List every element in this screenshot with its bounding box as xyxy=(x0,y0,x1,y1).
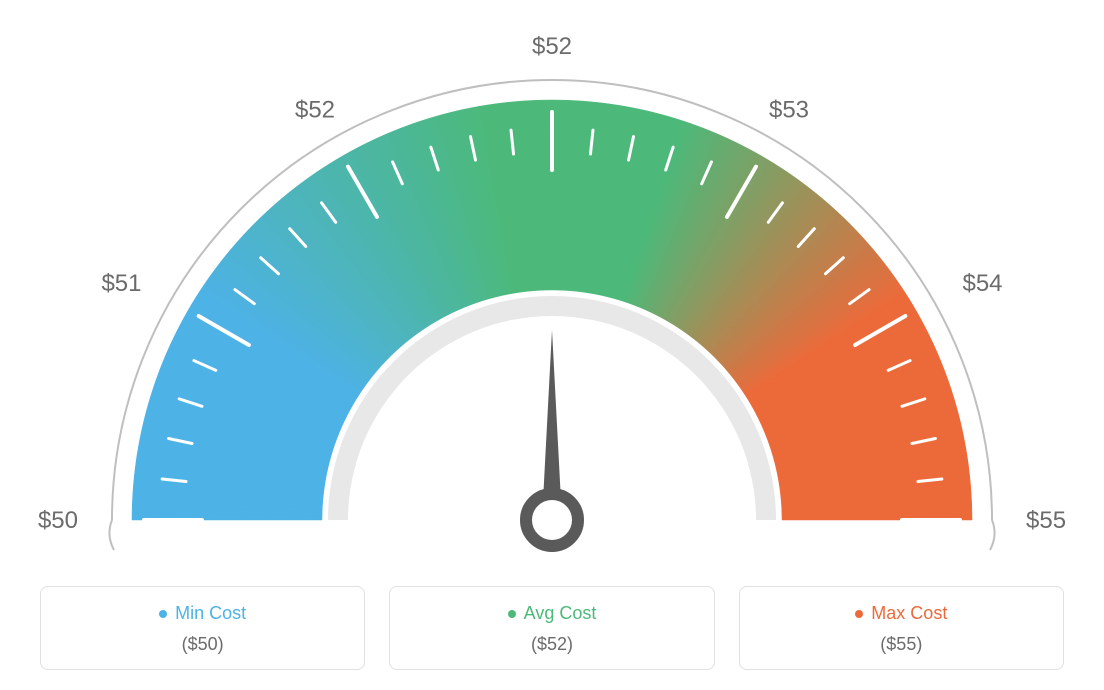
legend-card-avg: Avg Cost ($52) xyxy=(389,586,714,670)
legend-card-min: Min Cost ($50) xyxy=(40,586,365,670)
legend-title-max: Max Cost xyxy=(855,603,947,624)
cost-gauge-chart: $50 $51 $52 $52 $53 $54 $55 Min Cost ($50) Avg… xyxy=(0,0,1104,690)
svg-text:$55: $55 xyxy=(1026,507,1066,534)
legend-value-max: ($55) xyxy=(752,634,1051,655)
legend-title-min: Min Cost xyxy=(159,603,246,624)
legend-label-min: Min Cost xyxy=(175,603,246,624)
svg-text:$51: $51 xyxy=(101,270,141,297)
legend-label-avg: Avg Cost xyxy=(524,603,597,624)
legend-dot-max xyxy=(855,610,863,618)
legend-row: Min Cost ($50) Avg Cost ($52) Max Cost (… xyxy=(40,586,1064,670)
legend-label-max: Max Cost xyxy=(871,603,947,624)
svg-text:$50: $50 xyxy=(38,507,78,534)
svg-text:$53: $53 xyxy=(769,97,809,124)
legend-value-avg: ($52) xyxy=(402,634,701,655)
svg-text:$52: $52 xyxy=(532,33,572,60)
legend-dot-min xyxy=(159,610,167,618)
legend-value-min: ($50) xyxy=(53,634,352,655)
gauge-svg: $50 $51 $52 $52 $53 $54 $55 xyxy=(0,0,1104,570)
legend-dot-avg xyxy=(508,610,516,618)
gauge-area: $50 $51 $52 $52 $53 $54 $55 xyxy=(0,0,1104,570)
svg-text:$52: $52 xyxy=(295,97,335,124)
legend-card-max: Max Cost ($55) xyxy=(739,586,1064,670)
legend-title-avg: Avg Cost xyxy=(508,603,597,624)
svg-text:$54: $54 xyxy=(962,270,1002,297)
